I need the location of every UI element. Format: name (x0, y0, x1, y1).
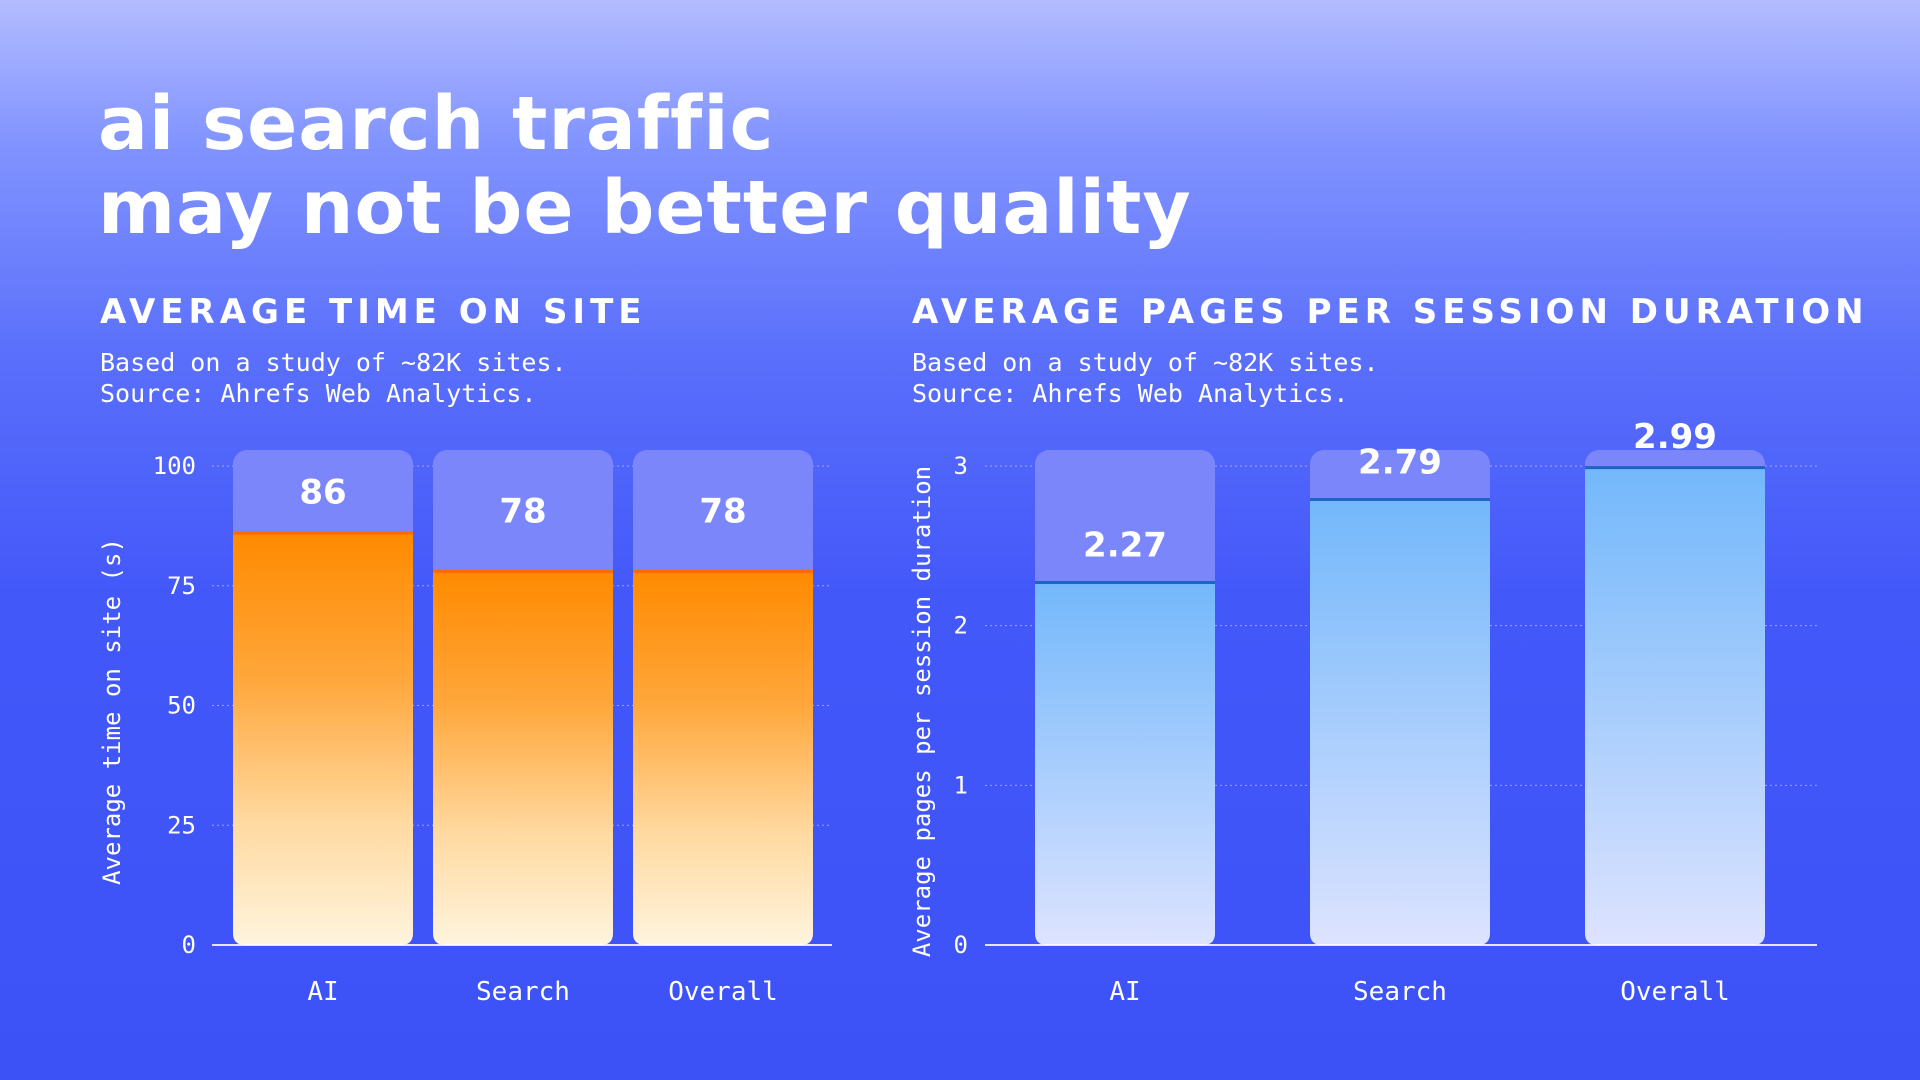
pages-per-session-subtitle: Based on a study of ~82K sites. Source: … (912, 347, 1379, 409)
pages-per-session-category-label-overall: Overall (1620, 977, 1730, 1007)
time-on-site-bar-ai (233, 533, 413, 945)
pages-per-session-y-axis-title: Average pages per session duration (908, 466, 936, 957)
time-on-site-ytick-label: 50 (167, 692, 196, 720)
pages-per-session-category-label-ai: AI (1109, 977, 1140, 1007)
time-on-site-y-axis-title: Average time on site (s) (98, 538, 126, 885)
pages-per-session-chart: 0 1 2 3 2.27 AI 2.79 Search 2.99 Overall Average p… (908, 417, 1817, 1007)
pages-per-session-ytick-label: 0 (954, 931, 968, 959)
time-on-site-ytick-label: 25 (167, 811, 196, 839)
pages-per-session-bar-ai (1035, 582, 1215, 945)
time-on-site-subtitle-line-2: Source: Ahrefs Web Analytics. (100, 379, 537, 408)
time-on-site-ytick-label: 100 (153, 452, 196, 480)
time-on-site-ytick-label: 0 (182, 931, 196, 959)
pages-per-session-subtitle-line-1: Based on a study of ~82K sites. (912, 348, 1379, 377)
time-on-site-value-label-search: 78 (499, 492, 546, 532)
pages-per-session-value-label-search: 2.79 (1358, 443, 1442, 483)
time-on-site-ytick-label: 75 (167, 572, 196, 600)
time-on-site-chart-title: AVERAGE TIME ON SITE (100, 292, 647, 332)
time-on-site-bar-search (433, 571, 613, 945)
time-on-site-chart: 0 25 50 75 100 86 AI 78 Search 78 Overall Average t… (98, 450, 832, 1007)
pages-per-session-value-label-overall: 2.99 (1633, 417, 1717, 457)
pages-per-session-category-label-search: Search (1353, 977, 1447, 1007)
time-on-site-value-label-overall: 78 (699, 492, 746, 532)
pages-per-session-chart-title: AVERAGE PAGES PER SESSION DURATION (912, 292, 1869, 332)
page-title: AI Search Traffic May Not Be Better Qual… (98, 82, 1192, 250)
time-on-site-bar-overall (633, 571, 813, 945)
pages-per-session-subtitle-line-2: Source: Ahrefs Web Analytics. (912, 379, 1349, 408)
pages-per-session-ytick-label: 3 (954, 452, 968, 480)
page-title-line-2: May Not Be Better Quality (98, 165, 1192, 251)
page-title-line-1: AI Search Traffic (98, 81, 775, 167)
pages-per-session-value-label-ai: 2.27 (1083, 526, 1167, 566)
pages-per-session-bar-search (1310, 499, 1490, 945)
time-on-site-value-label-ai: 86 (299, 473, 346, 513)
time-on-site-category-label-overall: Overall (668, 977, 778, 1007)
time-on-site-subtitle-line-1: Based on a study of ~82K sites. (100, 348, 567, 377)
pages-per-session-bar-overall (1585, 467, 1765, 945)
pages-per-session-ytick-label: 1 (954, 771, 968, 799)
pages-per-session-ytick-label: 2 (954, 612, 968, 640)
time-on-site-category-label-search: Search (476, 977, 570, 1007)
time-on-site-category-label-ai: AI (307, 977, 338, 1007)
time-on-site-subtitle: Based on a study of ~82K sites. Source: … (100, 347, 567, 409)
